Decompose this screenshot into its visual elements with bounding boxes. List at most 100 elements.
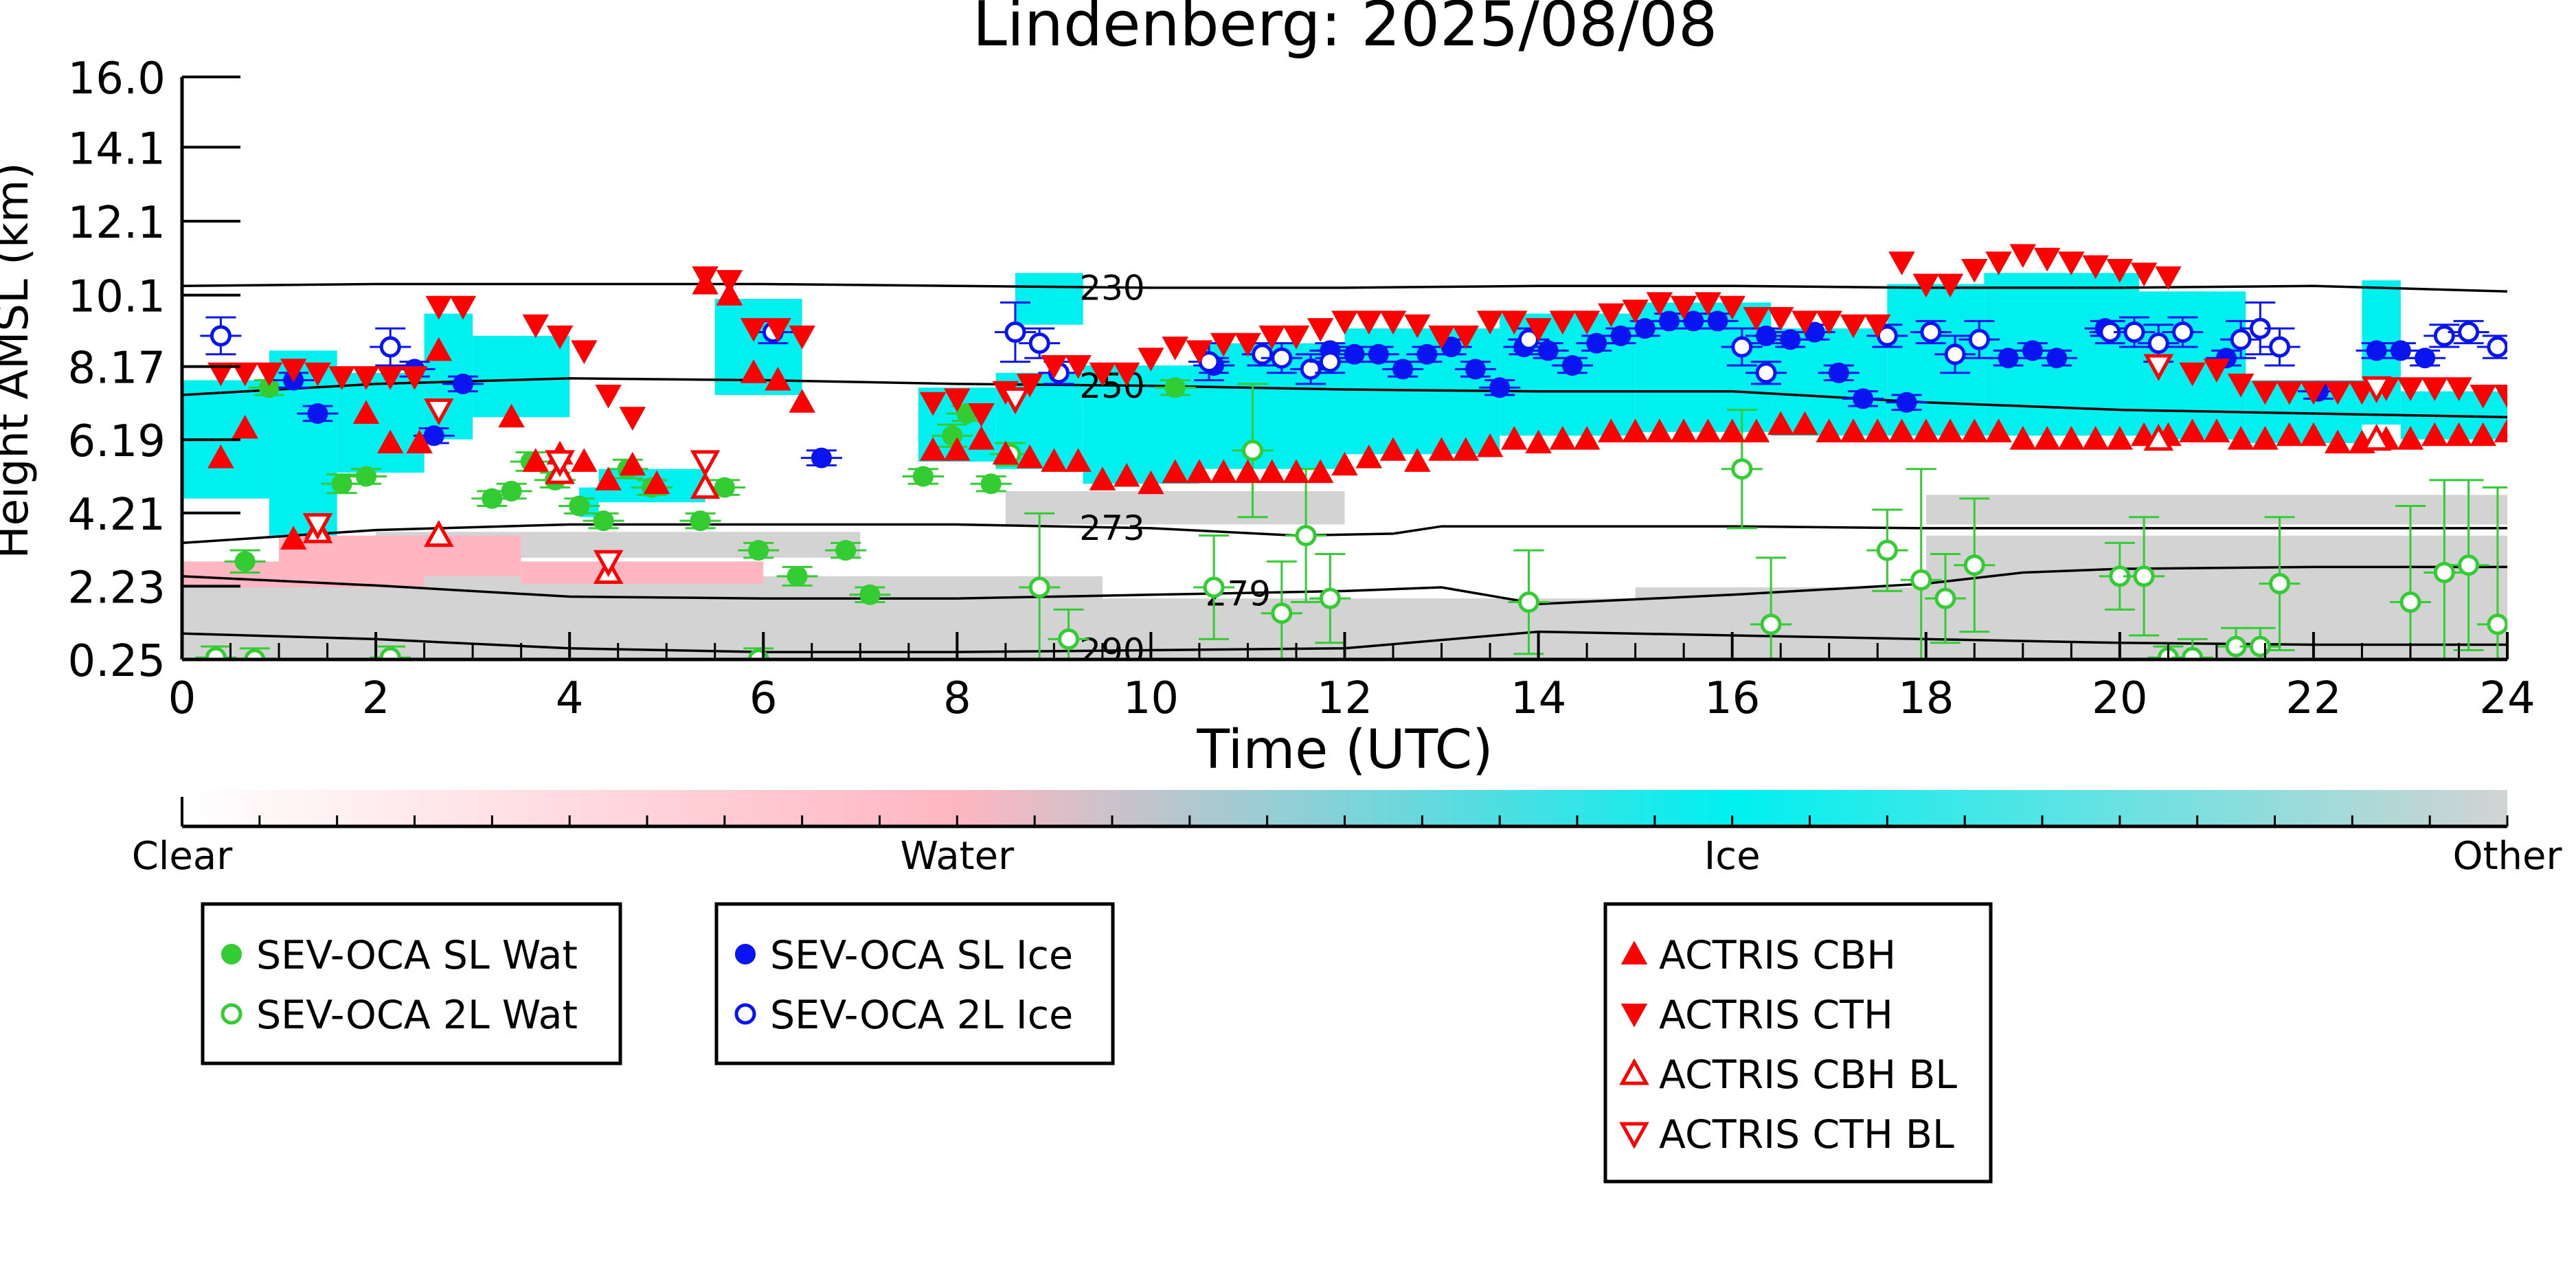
data-point [1853,388,1874,409]
data-point [619,451,646,476]
isotherm-label: 273 [1079,508,1144,548]
data-point [1283,459,1310,484]
data-point [545,450,575,477]
data-point [304,362,331,387]
data-point [1465,359,1486,380]
legend-label: ACTRIS CTH BL [1659,1112,1954,1157]
data-point [2009,244,2036,268]
data-point [2046,348,2068,369]
data-point [1114,462,1140,487]
data-point [1719,418,1745,442]
y-tick-label: 16.0 [68,54,166,104]
data-point [2494,418,2507,442]
colorbar-label-ice: Ice [1704,834,1761,879]
data-point [2397,426,2424,450]
data-point [2487,336,2507,358]
data-point [2487,613,2507,635]
data-point [912,466,934,487]
data-point [1968,328,1990,350]
data-point [919,437,947,461]
mask-other-region [1925,495,2507,525]
data-point [1767,411,1794,436]
data-point [1331,451,1358,476]
data-point [1695,292,1721,316]
data-point [1816,418,1842,442]
data-point [377,366,404,390]
data-point [1549,310,1576,335]
data-point [1319,587,1341,609]
data-point [1622,300,1649,324]
x-tick-label: 12 [1317,673,1372,724]
data-point [740,318,767,342]
data-point [2143,423,2174,451]
data-point [619,407,646,431]
data-point [944,437,971,461]
data-point [2179,418,2206,442]
data-point [593,510,614,532]
data-point [1985,418,2012,442]
data-point [1549,426,1576,450]
data-point [1295,525,1317,547]
data-point [1138,348,1164,372]
data-point [522,314,549,339]
data-point [379,336,401,358]
data-point [2276,381,2303,405]
data-point [1258,459,1285,484]
x-tick-label: 2 [362,673,390,724]
legend-item-actris-cth-bl: ACTRIS CTH BL [1619,1112,1954,1157]
data-point [2325,381,2351,405]
data-point [1319,351,1341,373]
legend-marker [221,1003,242,1025]
data-point [207,362,234,387]
data-point [968,426,995,450]
data-point [944,388,971,412]
isotherm-line [182,377,2507,419]
data-point [1242,440,1264,462]
y-tick-label: 2.23 [68,563,166,613]
legend-label: SEV-OCA SL Ice [770,933,1073,978]
isotherm-label: 250 [1079,366,1144,406]
data-point [569,495,590,517]
data-point [1910,569,1932,591]
data-point [1307,459,1334,484]
data-point [379,646,401,659]
data-point [593,550,624,577]
data-point [2433,325,2455,347]
data-point [2361,376,2392,403]
data-point [1961,259,1988,283]
data-point [1300,358,1322,380]
data-point [1162,459,1188,484]
series-sev-oca-2l-ice [200,301,2507,385]
y-axis-label: Height AMSL (km) [0,163,38,559]
data-point [1186,340,1213,364]
data-point [716,282,743,306]
data-point [1476,433,1504,457]
legend-label: ACTRIS CBH BL [1659,1052,1957,1098]
data-point [1065,355,1092,379]
data-point [1936,418,1964,442]
data-point [423,425,444,447]
data-point [571,448,598,472]
legend-label: SEV-OCA 2L Wat [256,993,578,1038]
data-point [2227,426,2255,450]
legend-label: ACTRIS CBH [1659,933,1896,978]
data-point [280,359,307,383]
data-point [859,584,881,605]
data-point [1476,310,1504,335]
data-point [2399,591,2421,613]
legend-box-1: SEV-OCA SL Wat SEV-OCA 2L Wat [201,902,622,1065]
data-point [765,366,791,391]
isotherm-line [182,565,2507,605]
data-point [1695,418,1721,442]
data-point [2421,422,2448,447]
legend-marker [221,944,242,964]
data-point [1731,458,1753,480]
data-point [1379,310,1407,335]
data-point [256,362,283,387]
data-point [571,340,598,364]
series-actris-cbh [207,270,2507,550]
data-point [1598,418,1625,442]
data-point [1501,426,1528,450]
data-point [1864,314,1891,339]
data-point [1760,613,1782,635]
